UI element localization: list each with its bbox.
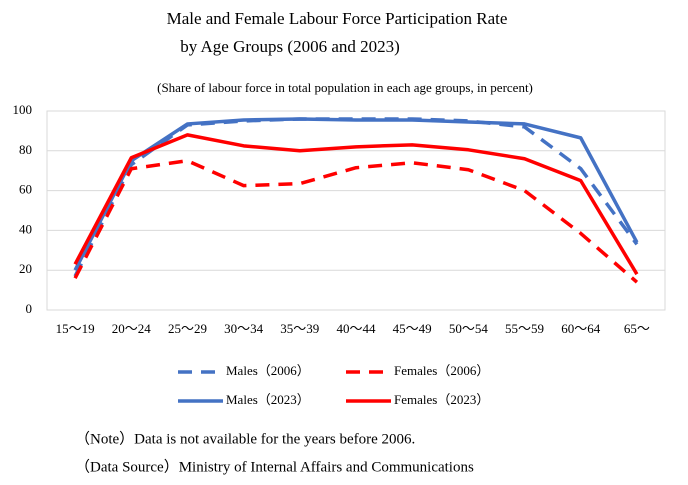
x-tick-label: 20～24 [112,321,152,336]
chart-title: Male and Female Labour Force Participati… [167,9,508,28]
chart-title: by Age Groups (2006 and 2023) [180,37,400,56]
note: （Data Source）Ministry of Internal Affair… [75,458,474,475]
line [73,117,639,271]
y-tick-label: 100 [13,102,33,117]
legend-label: Males（2023） [226,392,310,407]
y-tick-label: 40 [19,221,32,236]
line [73,159,639,284]
legend-label: Females（2006） [394,363,489,378]
legend-label: Females（2023） [394,392,489,407]
x-tick-label: 30～34 [224,321,264,336]
x-tick-label: 60～64 [561,321,601,336]
note: （Note）Data is not available for the year… [75,430,415,447]
legend-label: Males（2006） [226,363,310,378]
y-tick-label: 0 [26,301,33,316]
plot-border [46,110,666,311]
chart-subtitle: (Share of labour force in total populati… [157,80,533,95]
x-tick-label: 50～54 [449,321,489,336]
x-tick-label: 15～19 [56,321,95,336]
x-tick-label: 40～44 [336,321,376,336]
line [73,133,639,276]
x-tick-label: 55～59 [505,321,544,336]
y-tick-label: 20 [19,261,32,276]
x-tick-label: 35～39 [280,321,319,336]
x-tick-label: 45～49 [393,321,432,336]
y-tick-label: 60 [19,182,32,197]
x-tick-label: 25～29 [168,321,207,336]
x-tick-label: 65～ [624,321,650,336]
y-tick-label: 80 [19,142,32,157]
